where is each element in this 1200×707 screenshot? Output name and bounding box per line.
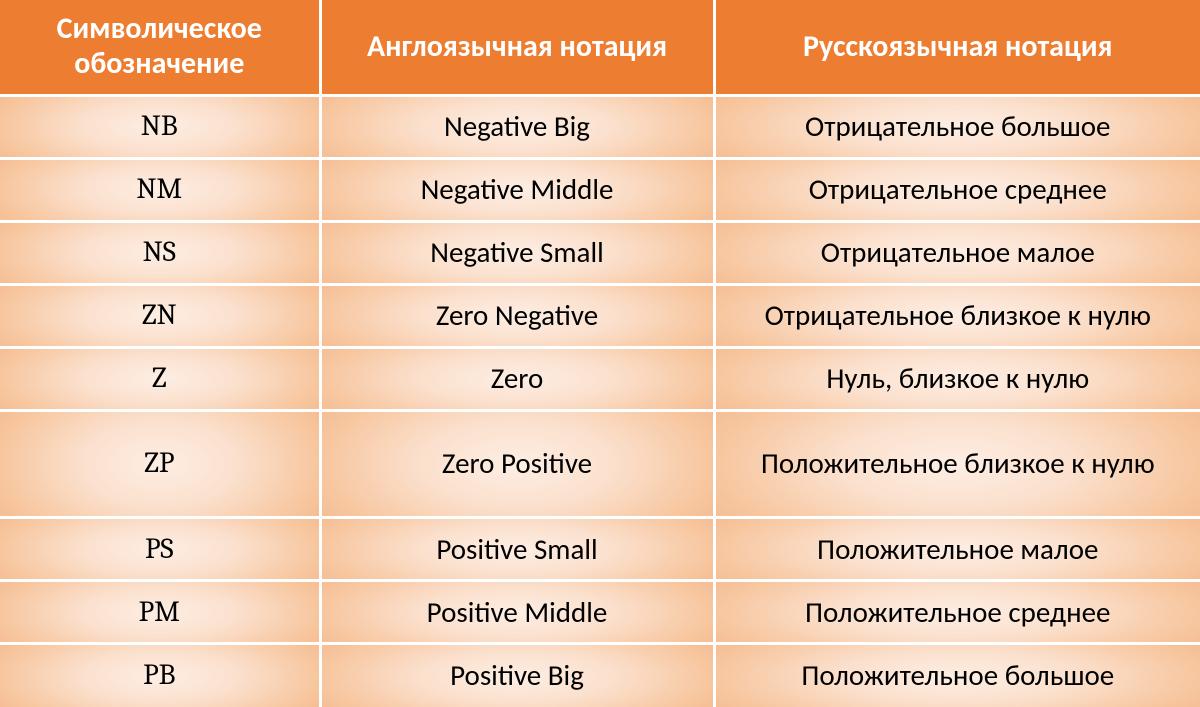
table-row: ZZeroНуль, близкое к нулю bbox=[0, 347, 1200, 410]
cell-symbol: NS bbox=[0, 221, 320, 284]
cell-symbol: ZN bbox=[0, 284, 320, 347]
cell-english: Negative Big bbox=[320, 95, 714, 158]
cell-symbol: NB bbox=[0, 95, 320, 158]
cell-russian: Отрицательное среднее bbox=[714, 158, 1200, 221]
table-row: NBNegative BigОтрицательное большое bbox=[0, 95, 1200, 158]
table-row: ZNZero NegativeОтрицательное близкое к н… bbox=[0, 284, 1200, 347]
cell-russian: Положительное среднее bbox=[714, 581, 1200, 644]
cell-symbol: ZP bbox=[0, 410, 320, 517]
cell-english: Positive Middle bbox=[320, 581, 714, 644]
table-row: PBPositive BigПоложительное большое bbox=[0, 644, 1200, 707]
cell-symbol: Z bbox=[0, 347, 320, 410]
col-header-russian: Русскоязычная нотация bbox=[714, 0, 1200, 95]
cell-english: Positive Small bbox=[320, 518, 714, 581]
cell-english: Negative Small bbox=[320, 221, 714, 284]
cell-symbol: PB bbox=[0, 644, 320, 707]
table-row: PMPositive MiddleПоложительное среднее bbox=[0, 581, 1200, 644]
cell-russian: Положительное большое bbox=[714, 644, 1200, 707]
table-row: ZPZero PositiveПоложительное близкое к н… bbox=[0, 410, 1200, 517]
cell-russian: Отрицательное близкое к нулю bbox=[714, 284, 1200, 347]
cell-symbol: PM bbox=[0, 581, 320, 644]
cell-symbol: NM bbox=[0, 158, 320, 221]
cell-english: Positive Big bbox=[320, 644, 714, 707]
cell-russian: Нуль, близкое к нулю bbox=[714, 347, 1200, 410]
cell-english: Zero Positive bbox=[320, 410, 714, 517]
cell-english: Zero bbox=[320, 347, 714, 410]
cell-russian: Положительное близкое к нулю bbox=[714, 410, 1200, 517]
col-header-english: Англоязычная нотация bbox=[320, 0, 714, 95]
table-row: NSNegative SmallОтрицательное малое bbox=[0, 221, 1200, 284]
notation-table: Символическое обозначение Англоязычная н… bbox=[0, 0, 1200, 707]
table-row: NMNegative MiddleОтрицательное среднее bbox=[0, 158, 1200, 221]
col-header-symbol: Символическое обозначение bbox=[0, 0, 320, 95]
cell-russian: Отрицательное малое bbox=[714, 221, 1200, 284]
cell-english: Negative Middle bbox=[320, 158, 714, 221]
cell-symbol: PS bbox=[0, 518, 320, 581]
cell-russian: Положительное малое bbox=[714, 518, 1200, 581]
cell-english: Zero Negative bbox=[320, 284, 714, 347]
table-row: PSPositive SmallПоложительное малое bbox=[0, 518, 1200, 581]
cell-russian: Отрицательное большое bbox=[714, 95, 1200, 158]
